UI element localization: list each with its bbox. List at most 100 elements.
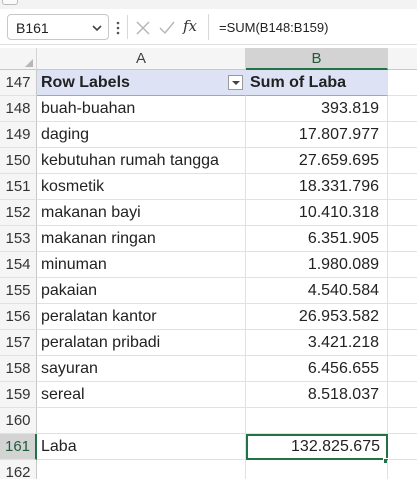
cell-label[interactable]: buah-buahan	[37, 96, 246, 122]
cell-value[interactable]: 6.456.655	[246, 356, 388, 382]
cell-label[interactable]: pakaian	[37, 278, 246, 304]
name-box-value[interactable]: B161	[16, 20, 49, 36]
cell-label[interactable]: makanan ringan	[37, 226, 246, 252]
cell-label[interactable]: kebutuhan rumah tangga	[37, 148, 246, 174]
cancel-icon[interactable]	[135, 20, 151, 36]
pivot-header-sum-of-laba[interactable]: Sum of Laba	[246, 70, 388, 96]
column-header-a[interactable]: A	[37, 48, 246, 70]
table-row: 157 peralatan pribadi 3.421.218	[0, 330, 417, 356]
select-all-button[interactable]	[0, 48, 37, 70]
column-headers: A B	[0, 48, 417, 70]
table-row: 151 kosmetik 18.331.796	[0, 174, 417, 200]
cell[interactable]	[388, 356, 417, 382]
cell[interactable]	[388, 278, 417, 304]
check-icon[interactable]	[158, 20, 176, 36]
cell-label[interactable]: peralatan pribadi	[37, 330, 246, 356]
cell-label[interactable]: daging	[37, 122, 246, 148]
cell-value[interactable]: 6.351.905	[246, 226, 388, 252]
row-number[interactable]: 157	[0, 330, 37, 356]
table-row: 150 kebutuhan rumah tangga 27.659.695	[0, 148, 417, 174]
ribbon-collapse-handle[interactable]	[2, 0, 18, 5]
table-row: 160	[0, 408, 417, 434]
cell-label[interactable]: minuman	[37, 252, 246, 278]
cell-value[interactable]: 26.953.582	[246, 304, 388, 330]
cell-value[interactable]: 18.331.796	[246, 174, 388, 200]
table-row: 162	[0, 460, 417, 479]
name-box[interactable]: B161	[7, 14, 109, 40]
table-row: 161 Laba 132.825.675	[0, 434, 417, 464]
column-header-c[interactable]	[388, 48, 417, 70]
cell[interactable]	[388, 96, 417, 122]
fill-handle[interactable]	[383, 458, 389, 464]
active-cell[interactable]: 132.825.675	[246, 434, 388, 460]
cell-value[interactable]: 1.980.089	[246, 252, 388, 278]
column-header-b[interactable]: B	[246, 48, 388, 70]
cell-label[interactable]: peralatan kantor	[37, 304, 246, 330]
insert-function-icon[interactable]: fx	[183, 17, 198, 35]
cell[interactable]	[388, 408, 417, 434]
cell[interactable]	[388, 148, 417, 174]
cell-label[interactable]: makanan bayi	[37, 200, 246, 226]
cell[interactable]	[388, 174, 417, 200]
cell-value[interactable]: 27.659.695	[246, 148, 388, 174]
cell[interactable]	[388, 304, 417, 330]
row-number[interactable]: 147	[0, 70, 37, 96]
table-row: 153 makanan ringan 6.351.905	[0, 226, 417, 252]
cell-label[interactable]: kosmetik	[37, 174, 246, 200]
cell-value[interactable]: 8.518.037	[246, 382, 388, 408]
table-row: 156 peralatan kantor 26.953.582	[0, 304, 417, 330]
cell[interactable]	[388, 460, 417, 479]
formula-bar-divider	[127, 15, 128, 39]
table-row: 147 Row Labels Sum of Laba	[0, 70, 417, 96]
row-number[interactable]: 162	[0, 460, 37, 479]
select-all-triangle-icon	[25, 59, 33, 67]
cell-label[interactable]: sereal	[37, 382, 246, 408]
cell[interactable]	[388, 122, 417, 148]
row-number[interactable]: 152	[0, 200, 37, 226]
formula-input[interactable]: =SUM(B148:B159)	[208, 14, 417, 40]
cell-value[interactable]: 4.540.584	[246, 278, 388, 304]
formula-bar: B161 fx =SUM(B148:B159)	[0, 9, 417, 45]
row-number[interactable]: 160	[0, 408, 37, 434]
table-row: 152 makanan bayi 10.410.318	[0, 200, 417, 226]
row-number[interactable]: 150	[0, 148, 37, 174]
cell[interactable]	[388, 434, 417, 460]
row-number[interactable]: 153	[0, 226, 37, 252]
cell-value[interactable]: 10.410.318	[246, 200, 388, 226]
table-row: 154 minuman 1.980.089	[0, 252, 417, 278]
ribbon-edge	[0, 0, 417, 9]
row-number-selected[interactable]: 161	[0, 434, 37, 460]
cell-value[interactable]	[246, 408, 388, 434]
filter-dropdown-button[interactable]	[228, 75, 243, 90]
table-row: 158 sayuran 6.456.655	[0, 356, 417, 382]
row-number[interactable]: 158	[0, 356, 37, 382]
row-number[interactable]: 154	[0, 252, 37, 278]
cell-value[interactable]: 393.819	[246, 96, 388, 122]
cell-value[interactable]	[246, 460, 388, 479]
cell[interactable]	[388, 200, 417, 226]
cell[interactable]	[388, 330, 417, 356]
cell-label[interactable]: sayuran	[37, 356, 246, 382]
cell-label[interactable]: Laba	[37, 434, 246, 460]
table-row: 155 pakaian 4.540.584	[0, 278, 417, 304]
more-options-icon[interactable]	[116, 20, 120, 36]
row-number[interactable]: 151	[0, 174, 37, 200]
formula-text[interactable]: =SUM(B148:B159)	[219, 20, 329, 35]
table-row: 159 sereal 8.518.037	[0, 382, 417, 408]
cell-value[interactable]: 17.807.977	[246, 122, 388, 148]
row-number[interactable]: 149	[0, 122, 37, 148]
row-number[interactable]: 159	[0, 382, 37, 408]
cell[interactable]	[388, 70, 417, 96]
cell[interactable]	[388, 382, 417, 408]
table-row: 149 daging 17.807.977	[0, 122, 417, 148]
cell[interactable]	[388, 226, 417, 252]
cell-label[interactable]	[37, 408, 246, 434]
row-number[interactable]: 155	[0, 278, 37, 304]
cell[interactable]	[388, 252, 417, 278]
row-number[interactable]: 156	[0, 304, 37, 330]
cell-label[interactable]	[37, 460, 246, 479]
pivot-header-row-labels[interactable]: Row Labels	[37, 70, 246, 96]
cell-value[interactable]: 3.421.218	[246, 330, 388, 356]
row-number[interactable]: 148	[0, 96, 37, 122]
chevron-down-icon[interactable]	[90, 21, 104, 35]
